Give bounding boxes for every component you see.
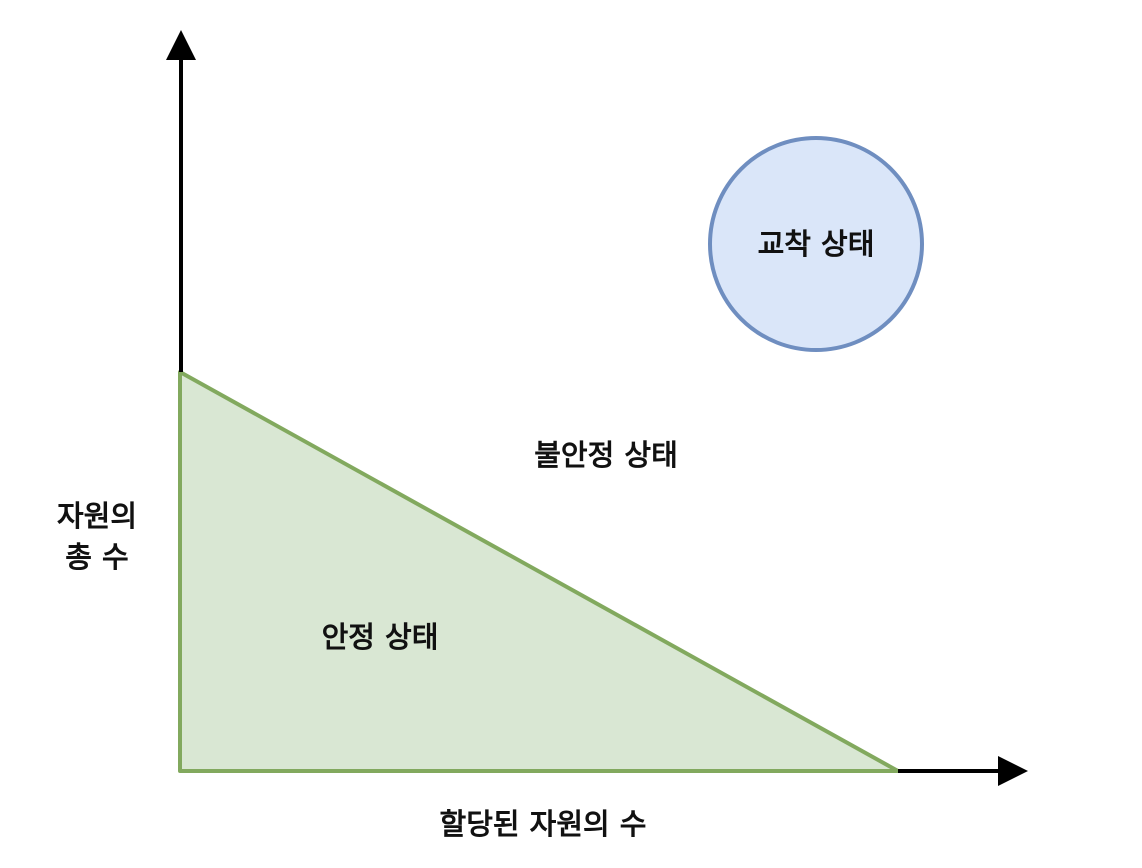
x-axis-arrowhead: [998, 756, 1028, 786]
deadlock-state-label: 교착 상태: [758, 227, 875, 261]
deadlock-state-circle: [708, 136, 924, 352]
safe-state-label: 안정 상태: [322, 620, 439, 654]
y-axis-label-line-1: 자원의: [57, 499, 137, 533]
safe-state-region: [178, 370, 900, 773]
y-axis-arrowhead: [166, 30, 196, 60]
unsafe-state-label: 불안정 상태: [534, 438, 678, 472]
y-axis-label-line-2: 총 수: [65, 540, 128, 574]
x-axis-label: 할당된 자원의 수: [440, 807, 647, 841]
